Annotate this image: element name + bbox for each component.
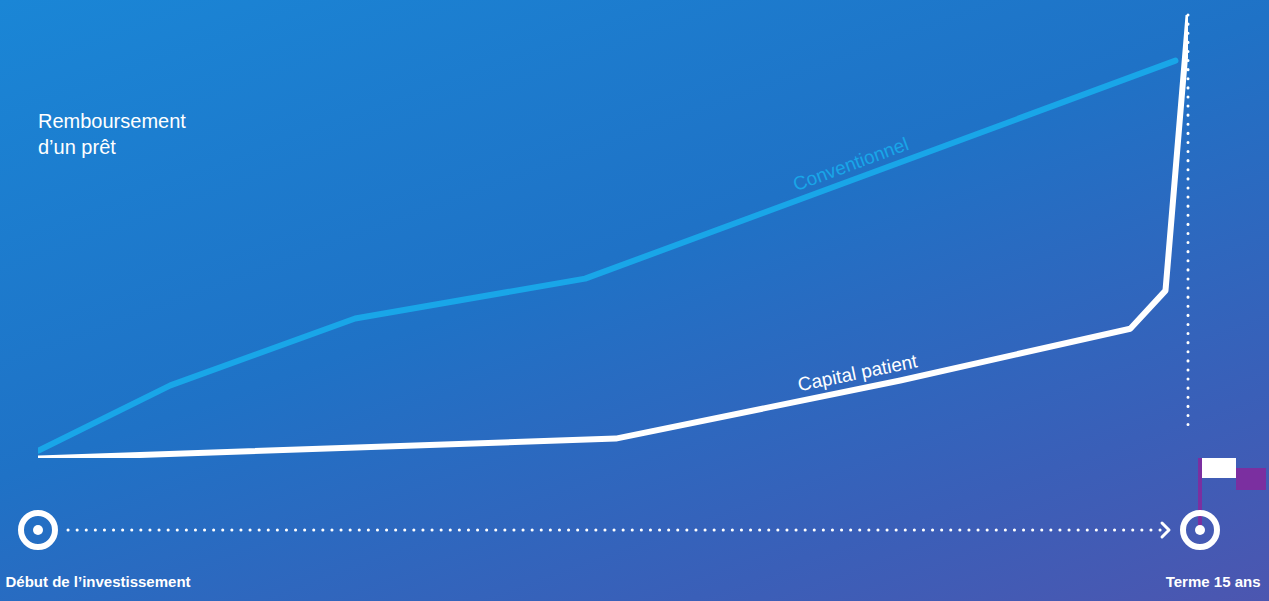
html-text:Remboursement d’un prêt: Remboursement d’un prêt — [38, 110, 186, 158]
svg-text:Capital patient: Capital patient — [796, 350, 920, 395]
svg-text:Conventionnel: Conventionnel — [790, 133, 911, 195]
svg-text:Terme 15 ans: Terme 15 ans — [1166, 573, 1261, 590]
svg-text:Début de l’investissement: Début de l’investissement — [6, 573, 191, 590]
